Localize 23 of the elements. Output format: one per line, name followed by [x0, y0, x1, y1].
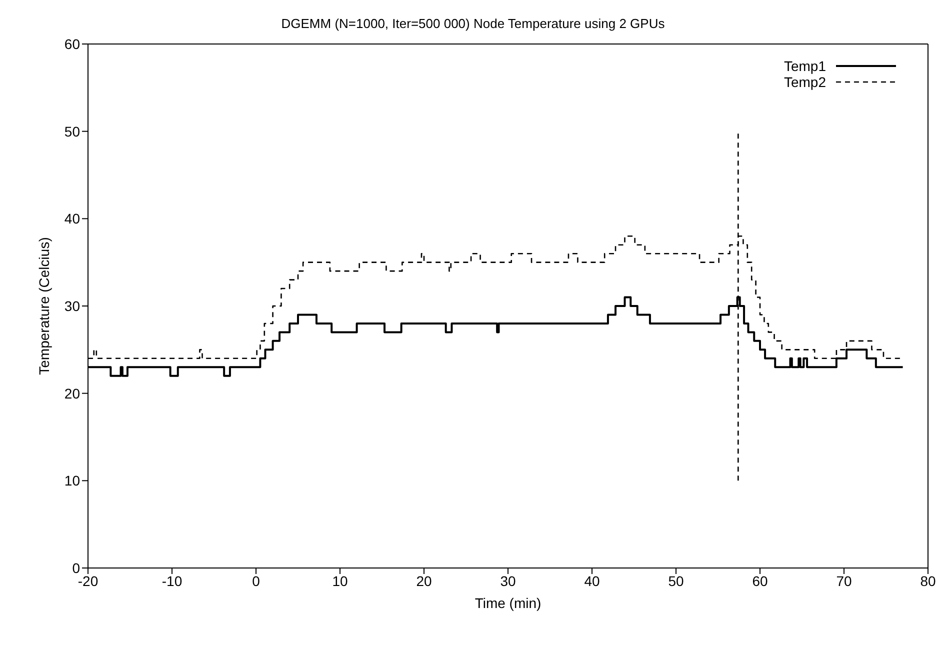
x-axis-title: Time (min) — [474, 595, 542, 611]
x-tick-label: 20 — [416, 572, 432, 589]
x-tick-label: 70 — [836, 572, 852, 589]
x-tick-label: -20 — [78, 572, 98, 589]
x-tick-label: 30 — [500, 572, 516, 589]
y-tick-label: 30 — [64, 298, 80, 314]
y-tick-label: 10 — [64, 472, 80, 489]
y-axis-title: Temperature (Celcius) — [36, 237, 52, 375]
y-tick-label: 20 — [64, 385, 80, 402]
x-tick-label: 50 — [668, 572, 684, 589]
y-tick-label: 60 — [64, 36, 80, 52]
chart-title: DGEMM (N=1000, Iter=500 000) Node Temperature using 2 GPUs — [280, 16, 666, 31]
x-tick-label: 40 — [584, 572, 600, 589]
x-tick-label: 0 — [252, 572, 260, 589]
y-tick-label: 0 — [72, 560, 80, 576]
y-tick-label: 50 — [64, 123, 80, 140]
x-tick-label: -10 — [162, 572, 182, 589]
legend-label: Temp1 — [784, 58, 826, 74]
x-tick-label: 10 — [332, 572, 348, 589]
legend-label: Temp2 — [784, 74, 826, 90]
y-tick-label: 40 — [64, 210, 80, 227]
x-tick-label: 80 — [920, 572, 936, 589]
x-tick-label: 60 — [752, 572, 768, 589]
